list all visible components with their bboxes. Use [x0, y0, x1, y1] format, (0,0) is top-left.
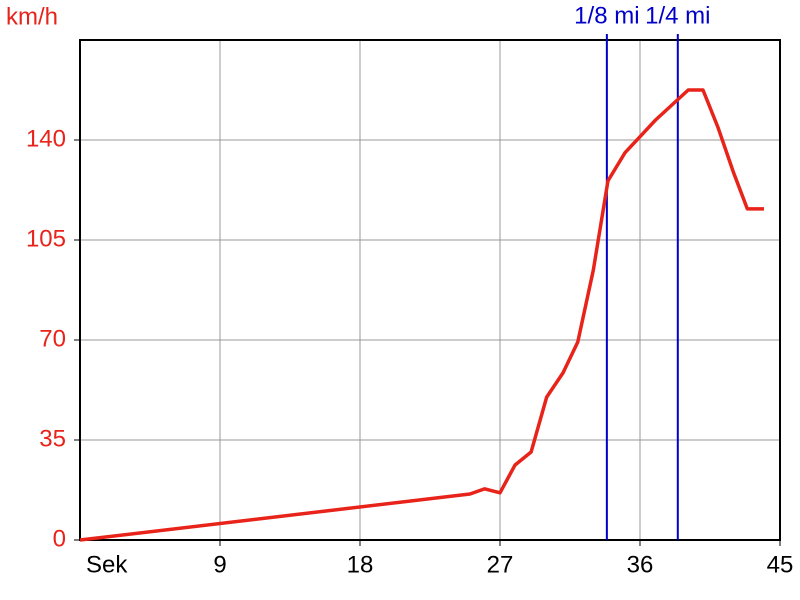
x-tick-label: 36 [627, 551, 654, 578]
y-tick-label: 70 [39, 325, 66, 352]
y-tick-label: 0 [53, 525, 66, 552]
x-tick-label: 18 [347, 551, 374, 578]
x-tick-label: 27 [487, 551, 514, 578]
x-tick-label: 45 [767, 551, 794, 578]
y-axis-label: km/h [6, 3, 58, 30]
y-tick-label: 140 [26, 125, 66, 152]
marker-label: 1/8 mi [574, 2, 639, 29]
data-line [79, 88, 764, 542]
marker-label: 1/4 mi [645, 2, 710, 29]
x-axis-label: Sek [86, 551, 128, 578]
plot-frame [79, 39, 781, 541]
x-tick-label: 9 [213, 551, 226, 578]
y-tick-label: 105 [26, 225, 66, 252]
y-tick-label: 35 [39, 425, 66, 452]
